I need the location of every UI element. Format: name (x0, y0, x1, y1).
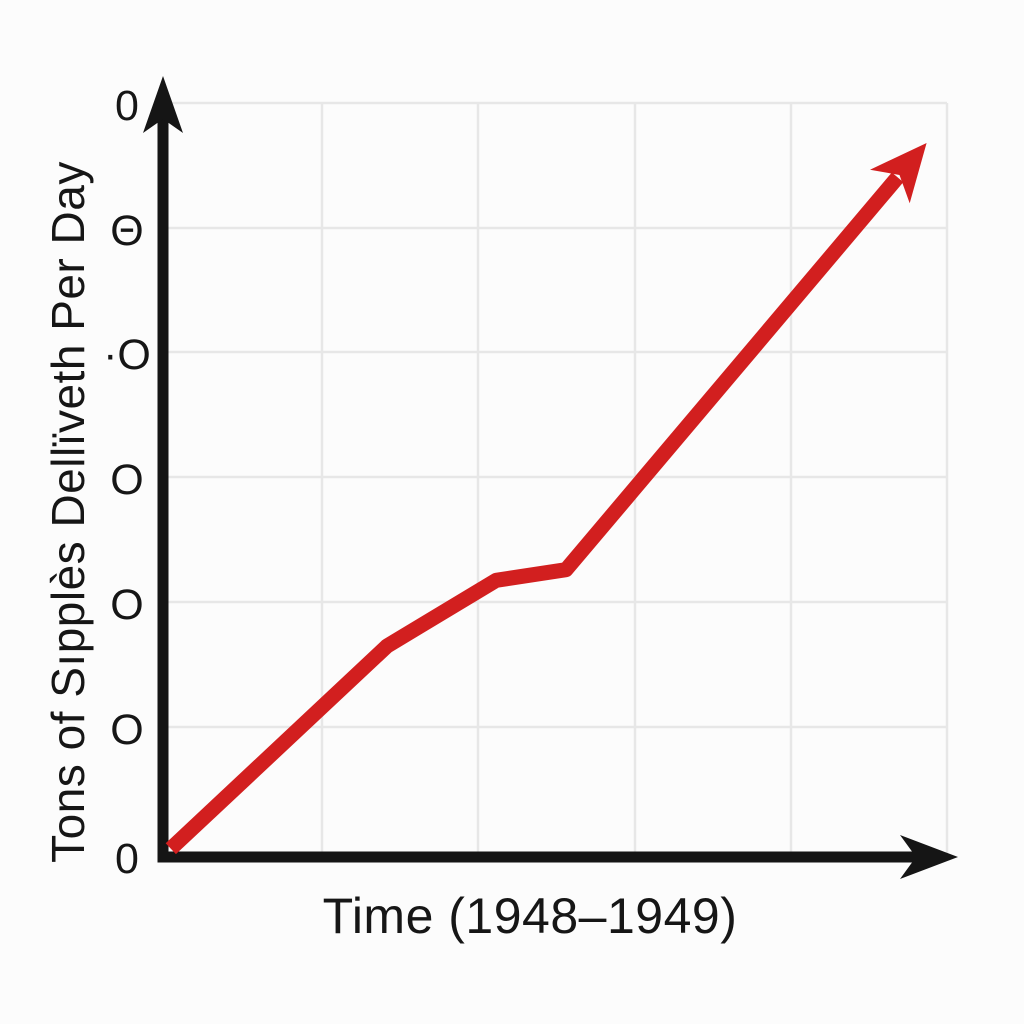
y-axis (143, 76, 183, 862)
y-tick-label: Θ (110, 207, 143, 255)
y-axis-title: Tons of Sıpplès Dellïveth Per Day (42, 161, 94, 863)
y-axis-arrow-icon (143, 76, 183, 133)
y-tick-label: O (110, 706, 143, 754)
series-arrowhead-icon (870, 143, 927, 204)
y-tick-label: O (110, 581, 143, 629)
y-tick-label: ·O (103, 331, 151, 379)
x-axis-arrow-icon (900, 835, 958, 879)
y-tick-label: 0 (115, 82, 139, 130)
y-tick-label: 0 (115, 835, 139, 883)
x-axis (157, 835, 958, 879)
y-axis-tick-labels: 0 Θ ·O O O O 0 (103, 82, 151, 883)
data-series-red-line (165, 143, 927, 855)
series-polyline-supplies-delivered-per-day (165, 172, 904, 855)
y-tick-label: O (110, 456, 143, 504)
x-axis-title: Time (1948–1949) (323, 888, 738, 944)
